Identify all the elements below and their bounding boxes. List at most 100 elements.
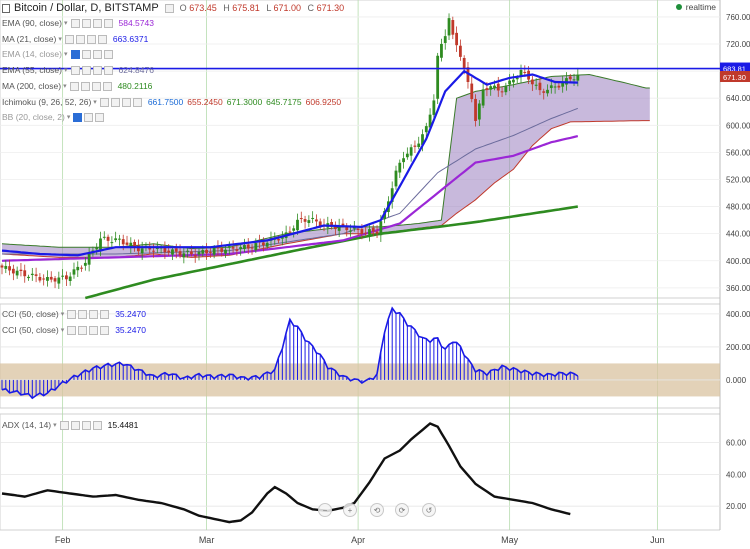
indicator-name[interactable]: EMA (90, close) — [2, 18, 62, 28]
ema-55-line — [2, 107, 578, 255]
remove-icon[interactable] — [103, 49, 113, 59]
hidden-eye-icon[interactable] — [70, 49, 80, 59]
remove-icon[interactable] — [92, 420, 102, 430]
indicator-name[interactable]: MA (200, close) — [2, 81, 62, 91]
price-tick-label: 560.00 — [726, 148, 750, 157]
remove-icon[interactable] — [97, 34, 107, 44]
settings-icon[interactable] — [84, 112, 94, 122]
hide-icon[interactable] — [67, 309, 77, 319]
settings-icon[interactable] — [78, 309, 88, 319]
candle-body — [265, 242, 269, 247]
indicator-name[interactable]: ADX (14, 14) — [2, 420, 52, 430]
candle-body — [576, 74, 580, 81]
candle-body — [496, 83, 500, 91]
candle-body — [360, 229, 364, 234]
dropdown-icon[interactable]: ▾ — [64, 20, 68, 27]
legend-ema-14[interactable]: EMA (14, close) ▾ — [2, 47, 115, 61]
indicator-name[interactable]: MA (21, close) — [2, 34, 57, 44]
reset-chart-button[interactable]: ↺ — [422, 503, 436, 517]
dropdown-icon[interactable]: ▾ — [66, 114, 71, 121]
legend-ichimoku[interactable]: Ichimoku (9, 26, 52, 26) ▾ 661.7500 655.2… — [2, 95, 341, 109]
candle-body — [140, 248, 144, 254]
dropdown-icon[interactable]: ▾ — [60, 311, 65, 318]
candle-body — [277, 239, 280, 241]
remove-icon[interactable] — [100, 325, 110, 335]
more-icon[interactable] — [92, 49, 102, 59]
more-icon[interactable] — [91, 81, 101, 91]
indicator-name[interactable]: EMA (14, close) — [2, 49, 62, 59]
x-tick-label: Jun — [650, 535, 665, 545]
zoom-out-button[interactable]: − — [318, 503, 332, 517]
dropdown-icon[interactable]: ▾ — [93, 99, 97, 106]
settings-icon[interactable] — [75, 34, 85, 44]
symbol-title[interactable]: Bitcoin / Dollar, D, BITSTAMP — [14, 2, 159, 14]
settings-icon[interactable] — [81, 65, 91, 75]
legend-ma-200[interactable]: MA (200, close) ▾ 480.2116 — [2, 79, 152, 93]
candle-body — [402, 158, 405, 163]
indicator-name[interactable]: Ichimoku (9, 26, 52, 26) — [2, 97, 92, 107]
symbol-settings-icon[interactable] — [164, 3, 174, 13]
legend-bb[interactable]: BB (20, close, 2) ▾ — [2, 110, 106, 124]
more-icon[interactable] — [92, 18, 102, 28]
settings-icon[interactable] — [70, 420, 80, 430]
more-icon[interactable] — [92, 65, 102, 75]
settings-icon[interactable] — [110, 97, 120, 107]
indicator-name[interactable]: EMA (55, close) — [2, 65, 62, 75]
settings-icon[interactable] — [80, 81, 90, 91]
hidden-eye-icon[interactable] — [73, 112, 83, 122]
more-icon[interactable] — [81, 420, 91, 430]
legend-ma-21[interactable]: MA (21, close) ▾ 663.6371 — [2, 32, 148, 46]
legend-cci-1[interactable]: CCI (50, close) ▾ 35.2470 — [2, 307, 146, 321]
realtime-label: realtime — [685, 2, 716, 12]
hide-icon[interactable] — [70, 65, 80, 75]
legend-cci-2[interactable]: CCI (50, close) ▾ 35.2470 — [2, 323, 146, 337]
scroll-forward-button[interactable]: ⟳ — [395, 503, 409, 517]
indicator-name[interactable]: CCI (50, close) — [2, 309, 59, 319]
remove-icon[interactable] — [100, 309, 110, 319]
dropdown-icon[interactable]: ▾ — [53, 422, 57, 429]
candle-body — [68, 276, 72, 281]
compare-icon[interactable] — [2, 3, 10, 13]
dropdown-icon[interactable]: ▾ — [60, 327, 65, 334]
hide-icon[interactable] — [69, 81, 79, 91]
candle-body — [405, 153, 409, 158]
more-icon[interactable] — [86, 34, 96, 44]
remove-icon[interactable] — [102, 81, 112, 91]
indicator-value: 15.4481 — [107, 420, 139, 430]
legend-ema-90[interactable]: EMA (90, close) ▾ 584.5743 — [2, 16, 154, 30]
more-icon[interactable] — [89, 309, 99, 319]
settings-icon[interactable] — [81, 18, 91, 28]
remove-icon[interactable] — [103, 18, 113, 28]
x-tick-label: Mar — [199, 535, 215, 545]
candle-body — [102, 236, 106, 238]
scroll-back-button[interactable]: ⟲ — [370, 503, 384, 517]
dropdown-icon[interactable]: ▾ — [63, 83, 67, 90]
ichimoku-conversion-value: 661.7500 — [147, 97, 184, 107]
dropdown-icon[interactable]: ▾ — [58, 36, 62, 43]
dropdown-icon[interactable]: ▾ — [64, 51, 68, 58]
remove-icon[interactable] — [103, 65, 113, 75]
legend-adx[interactable]: ADX (14, 14) ▾ 15.4481 — [2, 418, 138, 432]
hide-icon[interactable] — [64, 34, 74, 44]
legend-ema-55[interactable]: EMA (55, close) ▾ 624.8476 — [2, 63, 154, 77]
indicator-name[interactable]: CCI (50, close) — [2, 325, 59, 335]
hide-icon[interactable] — [99, 97, 109, 107]
x-tick-label: Apr — [351, 535, 365, 545]
settings-icon[interactable] — [81, 49, 91, 59]
indicator-name[interactable]: BB (20, close, 2) — [2, 112, 65, 122]
hide-icon[interactable] — [70, 18, 80, 28]
more-icon[interactable] — [121, 97, 131, 107]
remove-icon[interactable] — [132, 97, 142, 107]
candle-body — [182, 253, 186, 258]
settings-icon[interactable] — [78, 325, 88, 335]
hide-icon[interactable] — [59, 420, 69, 430]
dropdown-icon[interactable]: ▾ — [64, 67, 68, 74]
candle-body — [542, 91, 546, 93]
last-price-tag — [720, 71, 750, 83]
hide-icon[interactable] — [67, 325, 77, 335]
candle-body — [190, 251, 193, 255]
more-icon[interactable] — [89, 325, 99, 335]
zoom-in-button[interactable]: + — [343, 503, 357, 517]
more-icon[interactable] — [95, 112, 105, 122]
